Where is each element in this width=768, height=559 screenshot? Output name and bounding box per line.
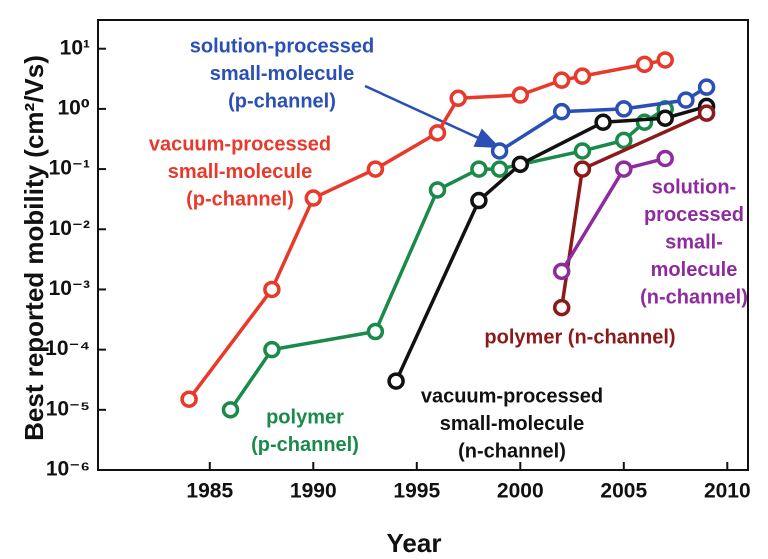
series-label: (n-channel) xyxy=(640,286,748,308)
series-label: solution- xyxy=(652,176,736,198)
data-point xyxy=(697,78,716,96)
series-label: vacuum-processed xyxy=(149,133,331,155)
series-label: (p-channel) xyxy=(186,188,294,210)
series-label: solution-processed xyxy=(190,35,374,57)
data-point xyxy=(304,189,323,207)
data-point xyxy=(635,55,654,74)
x-axis-title: Year xyxy=(387,528,442,558)
y-tick-label: 10⁻³ xyxy=(49,277,90,300)
data-point xyxy=(387,372,405,390)
series-label: molecule xyxy=(651,259,738,281)
data-point xyxy=(615,100,633,118)
y-tick-label: 10⁻⁴ xyxy=(45,337,90,360)
data-point xyxy=(428,124,447,142)
data-point xyxy=(615,131,633,150)
data-point xyxy=(552,71,571,89)
data-point xyxy=(635,113,654,132)
data-point xyxy=(490,142,509,160)
plot-frame xyxy=(97,19,749,471)
data-point xyxy=(490,160,509,178)
data-point xyxy=(615,160,633,178)
data-point xyxy=(511,86,530,104)
x-tick-label: 2010 xyxy=(704,480,751,503)
y-axis-title: Best reported mobility (cm²/Vs) xyxy=(19,55,49,441)
series-label: processed xyxy=(644,204,744,226)
annotation-arrow xyxy=(364,84,501,149)
series-label: small-molecule xyxy=(168,161,313,183)
data-point xyxy=(656,51,674,69)
data-point xyxy=(656,109,674,127)
x-tick-label: 1995 xyxy=(393,480,440,503)
data-point xyxy=(366,160,385,178)
y-tick-label: 10⁻² xyxy=(49,217,90,240)
y-tick-label: 10⁻¹ xyxy=(49,157,90,180)
data-point xyxy=(470,191,488,210)
data-point xyxy=(552,298,571,317)
data-point xyxy=(428,181,447,199)
x-tick-label: 2000 xyxy=(497,480,544,503)
series-label: small- xyxy=(665,231,723,253)
series-label: polymer xyxy=(266,406,344,428)
series-label: small-molecule xyxy=(440,413,585,435)
data-point xyxy=(573,67,592,85)
series-label: (p-channel) xyxy=(251,434,359,456)
data-point xyxy=(366,322,385,341)
series-label: small-molecule xyxy=(210,63,355,85)
data-point xyxy=(221,401,240,419)
series-label: (n-channel) xyxy=(458,440,566,462)
series-label: vacuum-processed xyxy=(421,385,603,407)
data-point xyxy=(573,142,592,160)
x-tick-label: 1985 xyxy=(186,480,233,503)
data-point xyxy=(511,155,530,174)
data-point xyxy=(573,160,592,178)
data-point xyxy=(180,390,198,408)
data-point xyxy=(677,91,695,109)
data-point xyxy=(552,262,571,281)
data-point xyxy=(656,149,674,168)
series-label: (p-channel) xyxy=(228,90,336,112)
series-label: polymer (n-channel) xyxy=(484,326,675,348)
y-tick-label: 10⁰ xyxy=(57,96,90,119)
data-point xyxy=(470,160,488,178)
data-point xyxy=(449,89,467,108)
y-tick-label: 10⁻⁵ xyxy=(46,397,90,420)
x-tick-label: 2005 xyxy=(600,480,647,503)
y-tick-label: 10⁻⁶ xyxy=(46,458,90,481)
data-point xyxy=(263,280,281,299)
data-point xyxy=(697,104,716,122)
data-point xyxy=(263,340,281,359)
data-point xyxy=(552,102,571,121)
series-line xyxy=(229,107,667,411)
x-tick-label: 1990 xyxy=(290,480,337,503)
y-tick-label: 10¹ xyxy=(60,36,90,59)
data-point xyxy=(594,113,612,132)
